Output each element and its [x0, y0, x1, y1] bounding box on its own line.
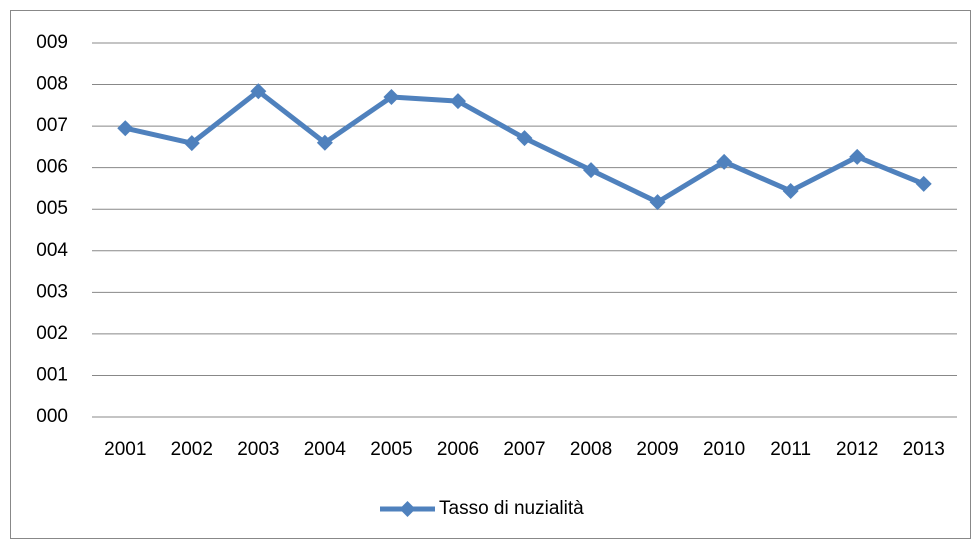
data-point: [915, 175, 932, 192]
x-tick-label: 2012: [836, 439, 878, 460]
x-tick-label: 2007: [503, 439, 545, 460]
x-tick-label: 2002: [171, 439, 213, 460]
data-point: [383, 89, 400, 106]
legend-marker: [399, 501, 416, 517]
x-tick-label: 2006: [437, 439, 479, 460]
x-tick-label: 2003: [237, 439, 279, 460]
data-point: [716, 153, 733, 170]
data-point: [516, 130, 533, 147]
x-tick-label: 2004: [304, 439, 347, 460]
chart-border: [10, 10, 971, 539]
y-tick-label: 002: [36, 323, 68, 344]
y-tick-label: 006: [36, 157, 68, 178]
data-point: [583, 162, 600, 179]
data-point: [649, 194, 666, 211]
y-tick-label: 007: [36, 115, 68, 136]
data-point: [250, 83, 267, 100]
y-tick-label: 008: [36, 74, 68, 95]
x-tick-label: 2009: [636, 439, 678, 460]
data-point: [849, 148, 866, 165]
data-point: [117, 120, 134, 137]
x-tick-label: 2008: [570, 439, 612, 460]
legend-label: Tasso di nuzialità: [439, 498, 584, 519]
y-tick-label: 000: [36, 406, 68, 427]
y-tick-label: 004: [36, 240, 68, 261]
x-tick-label: 2005: [370, 439, 412, 460]
x-tick-label: 2011: [770, 439, 811, 460]
x-tick-label: 2013: [903, 439, 945, 460]
x-tick-label: 2001: [104, 439, 146, 460]
y-tick-label: 005: [36, 198, 68, 219]
y-tick-label: 001: [36, 364, 68, 385]
data-point: [316, 134, 333, 151]
data-point: [449, 93, 466, 110]
y-tick-label: 009: [36, 32, 68, 53]
x-tick-label: 2010: [703, 439, 745, 460]
data-point: [782, 182, 799, 199]
data-point: [183, 135, 200, 152]
y-tick-label: 003: [36, 281, 68, 302]
